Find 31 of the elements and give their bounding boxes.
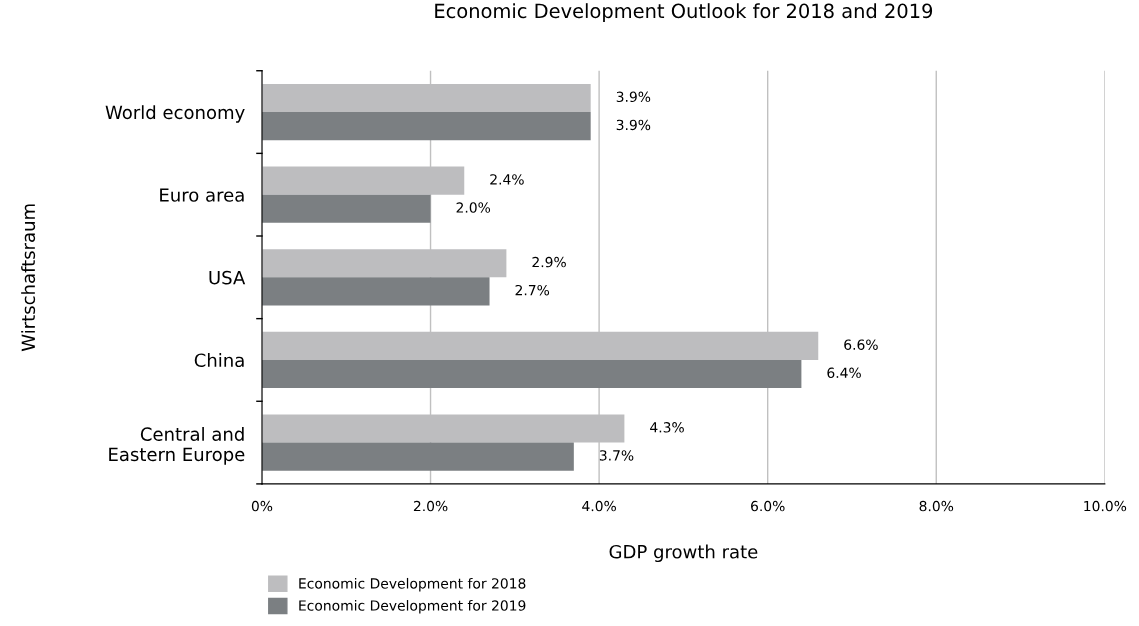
- bar: [261, 277, 490, 306]
- data-label: 2.7%: [515, 284, 550, 296]
- bar: [261, 442, 574, 471]
- x-tick-label: 8.0%: [919, 500, 954, 512]
- data-label: 2.4%: [490, 174, 524, 185]
- x-tick-label: 6.0%: [751, 500, 785, 512]
- data-label: 4.3%: [650, 422, 684, 433]
- data-label: 6.6%: [844, 339, 878, 350]
- data-label: 3.9%: [616, 91, 651, 103]
- x-axis-title: GDP growth rate: [609, 544, 758, 563]
- y-axis-title: Wirtschaftsraum: [21, 204, 36, 352]
- data-label: 6.4%: [827, 367, 861, 379]
- y-tick-label: China: [194, 353, 244, 368]
- data-label: 2.9%: [532, 256, 566, 268]
- y-tick-label: USA: [209, 270, 246, 285]
- x-tick-label: 10.0%: [1084, 500, 1127, 512]
- x-tick-label: 0%: [251, 500, 273, 512]
- y-tick-label: Euro area: [160, 188, 244, 202]
- x-tick-label: 2.0%: [413, 500, 448, 512]
- x-tick-label: 4.0%: [582, 500, 616, 512]
- data-label: 2.0%: [456, 202, 491, 213]
- y-tick-label: Central and Eastern Europe: [109, 426, 245, 465]
- bar: [261, 194, 431, 223]
- data-label: 3.9%: [616, 119, 651, 131]
- y-tick-label: World economy: [105, 105, 245, 123]
- data-label: 3.7%: [599, 450, 634, 461]
- legend-label: Economic Development for 2019: [299, 600, 526, 614]
- bar: [261, 359, 802, 389]
- legend-label: Economic Development for 2018: [299, 577, 526, 592]
- bar: [261, 112, 591, 141]
- chart-title: Economic Development Outlook for 2018 and 2019: [435, 3, 933, 22]
